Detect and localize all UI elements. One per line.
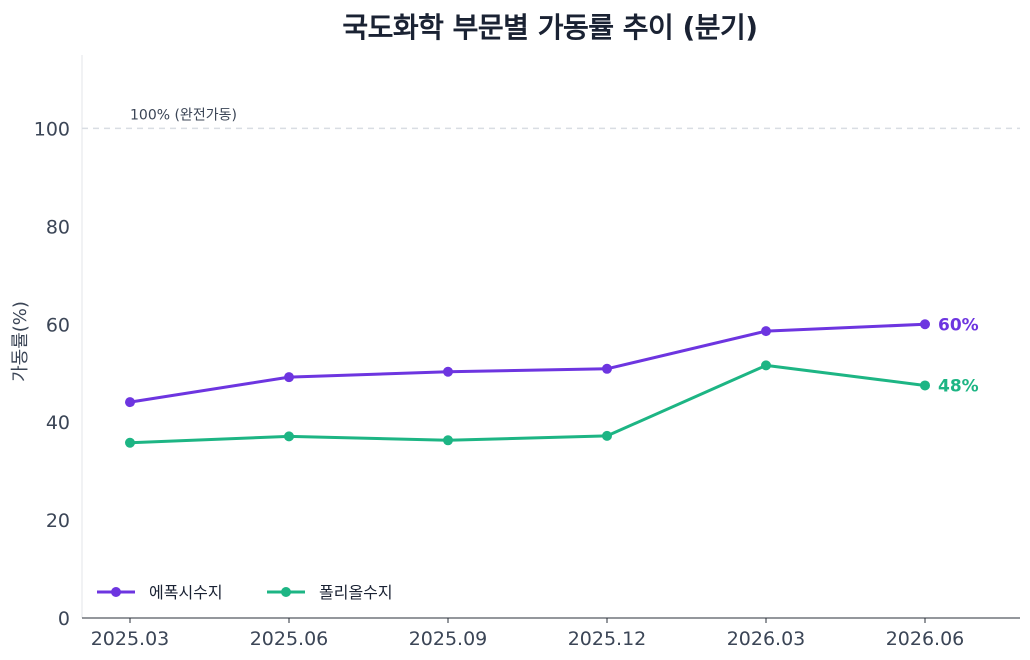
- x-tick-label: 2025.09: [409, 628, 488, 650]
- reference-line-label: 100% (완전가동): [130, 107, 237, 123]
- legend-item-label: 에폭시수지: [149, 583, 223, 602]
- x-tick-label: 2026.06: [886, 628, 965, 650]
- y-tick-label: 80: [46, 216, 70, 238]
- data-point: [602, 363, 612, 374]
- x-tick-label: 2026.03: [727, 628, 806, 650]
- legend-swatch-marker: [281, 587, 291, 597]
- data-point: [443, 366, 453, 377]
- x-tick-label: 2025.06: [250, 628, 329, 650]
- data-point: [443, 435, 453, 446]
- data-point: [125, 397, 135, 408]
- x-tick-label: 2025.03: [91, 628, 170, 650]
- data-point: [761, 360, 771, 371]
- series-line-2: [128, 363, 927, 445]
- data-point: [284, 372, 294, 383]
- data-point: [125, 437, 135, 448]
- data-point: [920, 319, 930, 330]
- end-value-label: 60%: [938, 315, 979, 335]
- end-value-label: 48%: [938, 376, 979, 396]
- y-tick-label: 0: [58, 608, 70, 630]
- series-line-1: [128, 322, 927, 404]
- data-point: [920, 380, 930, 391]
- legend-swatch-marker: [111, 587, 121, 597]
- data-point: [284, 431, 294, 442]
- y-tick-label: 20: [46, 510, 70, 532]
- y-tick-label: 40: [46, 412, 70, 434]
- data-point: [602, 430, 612, 441]
- legend-item-label: 폴리올수지: [319, 583, 393, 602]
- data-point: [761, 326, 771, 337]
- chart-title: 국도화학 부문별 가동률 추이 (분기): [342, 11, 758, 44]
- y-axis-label: 가동률(%): [10, 301, 31, 382]
- x-tick-label: 2025.12: [568, 628, 647, 650]
- y-tick-label: 100: [34, 118, 70, 140]
- y-tick-label: 60: [46, 314, 70, 336]
